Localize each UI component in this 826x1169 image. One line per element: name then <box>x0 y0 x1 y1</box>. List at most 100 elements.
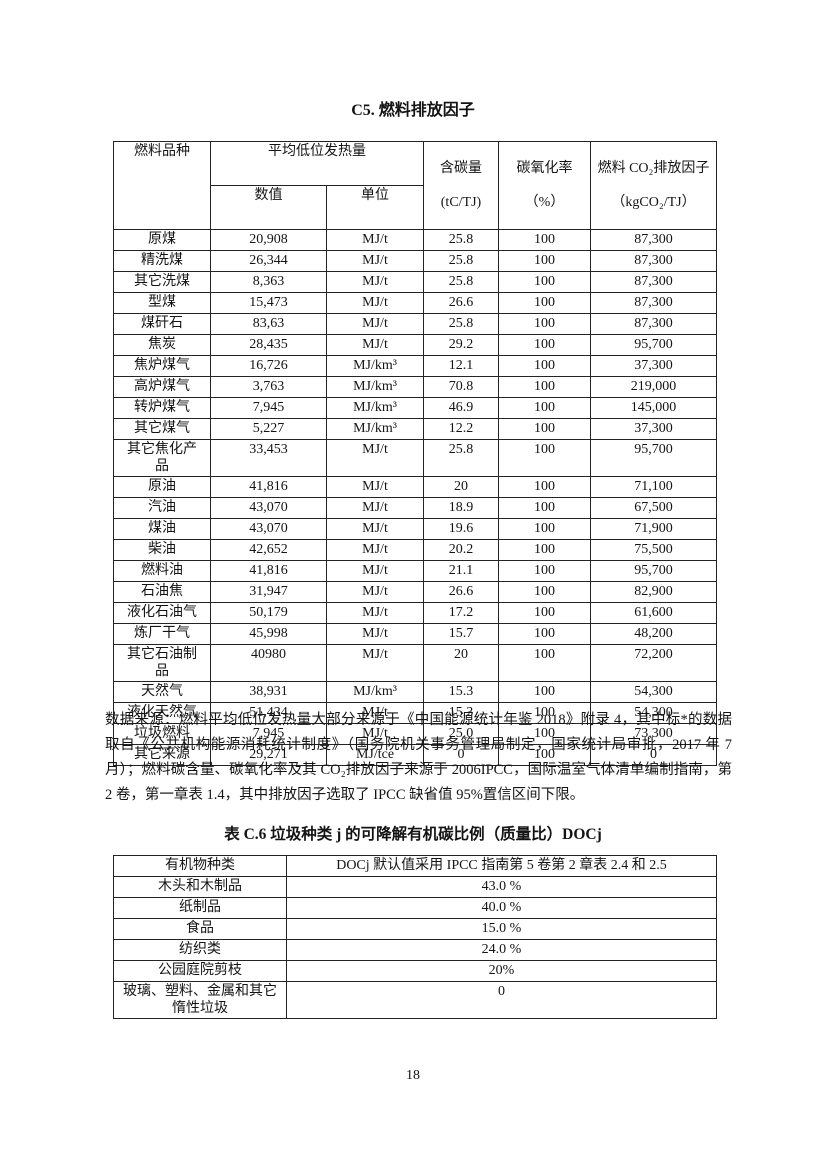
header-carbon-content-unit: (tC/TJ) <box>440 195 482 210</box>
waste-table-body: 木头和木制品 43.0 % 纸制品 40.0 % 食品 15.0 % 纺织类 24.0 % 公园… <box>113 876 717 1019</box>
table-row: 纸制品 40.0 % <box>113 897 717 919</box>
table-cell: 17.2 <box>423 602 499 624</box>
table-cell: 其它石油制 品 <box>113 644 211 682</box>
header-co2-factor-unit: （kgCO₂/TJ） <box>611 195 696 210</box>
table-cell: 100 <box>498 518 591 540</box>
table-cell: 20 <box>423 476 499 498</box>
table-cell: MJ/t <box>326 644 424 682</box>
table-cell: 公园庭院剪枝 <box>113 960 287 982</box>
table-cell: 25.8 <box>423 439 499 477</box>
table-cell: 15,473 <box>210 292 327 314</box>
header-co2-factor: 燃料 CO₂排放因子 （kgCO₂/TJ） <box>590 141 717 230</box>
fuel-table-header-row-2: 数值 单位 <box>114 185 717 230</box>
table-cell: 24.0 % <box>286 939 717 961</box>
table-cell: 100 <box>498 355 591 377</box>
table-cell: MJ/t <box>326 334 424 356</box>
fuel-table-body: 原煤 20,908 MJ/t 25.8 100 87,300 精洗煤 26,344 MJ/t 25… <box>113 229 717 766</box>
table-cell: 100 <box>498 581 591 603</box>
table-row: 原煤 20,908 MJ/t 25.8 100 87,300 <box>113 229 717 251</box>
table-cell: MJ/t <box>326 439 424 477</box>
table-cell: 87,300 <box>590 271 717 293</box>
page-title: C5. 燃料排放因子 <box>351 102 475 119</box>
table-row: 炼厂干气 45,998 MJ/t 15.7 100 48,200 <box>113 623 717 645</box>
table-cell: 其它来源 <box>113 744 211 766</box>
table-row: 焦炭 28,435 MJ/t 29.2 100 95,700 <box>113 334 717 356</box>
table-cell: 15.7 <box>423 623 499 645</box>
table-cell: 转炉煤气 <box>113 397 211 419</box>
table-cell: MJ/t <box>326 602 424 624</box>
table-cell: 汽油 <box>113 497 211 519</box>
table-cell: 纺织类 <box>113 939 287 961</box>
fuel-table-header-row-1: 燃料品种 平均低位发热量 含碳量 (tC/TJ) 碳氧化率 （%） 燃料 CO₂… <box>113 141 717 230</box>
table-cell: 95,700 <box>590 439 717 477</box>
table-cell: 100 <box>498 271 591 293</box>
table-cell: 100 <box>498 623 591 645</box>
header-organic-type: 有机物种类 <box>113 855 287 877</box>
table-cell: 67,500 <box>590 497 717 519</box>
table-cell: 29,271 <box>210 744 327 766</box>
table-cell: 煤矸石 <box>113 313 211 335</box>
table-cell: 43.0 % <box>286 876 717 898</box>
table-cell: 46.9 <box>423 397 499 419</box>
table-cell: 100 <box>498 229 591 251</box>
table-cell: 70.8 <box>423 376 499 398</box>
table-cell: 29.2 <box>423 334 499 356</box>
table-cell: 100 <box>498 376 591 398</box>
table-row: 石油焦 31,947 MJ/t 26.6 100 82,900 <box>113 581 717 603</box>
page-number: 18 <box>406 1068 420 1083</box>
header-oxidation-rate-label: 碳氧化率 <box>516 161 573 176</box>
table-cell: 原油 <box>113 476 211 498</box>
header-co2-factor-label: 燃料 CO₂排放因子 <box>597 161 710 176</box>
table-cell: 145,000 <box>590 397 717 419</box>
table-cell: 5,227 <box>210 418 327 440</box>
table-cell: MJ/t <box>326 292 424 314</box>
table-cell: 焦炭 <box>113 334 211 356</box>
table-cell: 100 <box>498 644 591 682</box>
table-cell: 31,947 <box>210 581 327 603</box>
table-row: 燃料油 41,816 MJ/t 21.1 100 95,700 <box>113 560 717 582</box>
table-cell: 95,700 <box>590 560 717 582</box>
table-row: 型煤 15,473 MJ/t 26.6 100 87,300 <box>113 292 717 314</box>
table-cell: MJ/tce <box>326 744 424 766</box>
table-cell: 43,070 <box>210 518 327 540</box>
table-cell: 25.8 <box>423 250 499 272</box>
table-row: 转炉煤气 7,945 MJ/km³ 46.9 100 145,000 <box>113 397 717 419</box>
table-row: 食品 15.0 % <box>113 918 717 940</box>
header-docj-default: DOCj 默认值采用 IPCC 指南第 5 卷第 2 章表 2.4 和 2.5 <box>286 855 717 877</box>
table-cell: 型煤 <box>113 292 211 314</box>
header-avg-heating-value: 平均低位发热量 <box>210 141 424 186</box>
table-cell: 16,726 <box>210 355 327 377</box>
waste-table-header-row: 有机物种类 DOCj 默认值采用 IPCC 指南第 5 卷第 2 章表 2.4 … <box>113 855 717 877</box>
table-cell: 26,344 <box>210 250 327 272</box>
table-cell: MJ/t <box>326 723 424 745</box>
table-row: 天然气 38,931 MJ/km³ 15.3 100 54,300 <box>113 681 717 703</box>
table-cell: 42,652 <box>210 539 327 561</box>
table-cell: 219,000 <box>590 376 717 398</box>
table-cell: 玻璃、塑料、金属和其它 惰性垃圾 <box>113 981 287 1019</box>
table-cell: 87,300 <box>590 292 717 314</box>
table-cell: 7,945 <box>210 397 327 419</box>
table-cell: 71,100 <box>590 476 717 498</box>
table-cell: 100 <box>498 334 591 356</box>
table-row: 液化天然气 51,434 MJ/t 15.3 100 54,300 <box>113 702 717 724</box>
waste-doc-table: 有机物种类 DOCj 默认值采用 IPCC 指南第 5 卷第 2 章表 2.4 … <box>113 855 717 1019</box>
data-source-note: 数据来源：燃料平均低位发热量大部分来源于《中国能源统计年鉴 2018》附录 4，… <box>105 712 732 803</box>
table-cell: MJ/t <box>326 560 424 582</box>
table-cell: 原煤 <box>113 229 211 251</box>
table-cell: 75,500 <box>590 539 717 561</box>
table-cell: 其它焦化产 品 <box>113 439 211 477</box>
table-cell: 41,816 <box>210 560 327 582</box>
table-cell: 100 <box>498 397 591 419</box>
table-cell: MJ/t <box>326 518 424 540</box>
table-cell: 12.1 <box>423 355 499 377</box>
table-cell: 12.2 <box>423 418 499 440</box>
table-row: 其它石油制 品 40980 MJ/t 20 100 72,200 <box>113 644 717 682</box>
table-cell: 87,300 <box>590 229 717 251</box>
table-cell: 26.6 <box>423 581 499 603</box>
table-cell: 26.6 <box>423 292 499 314</box>
table-row: 汽油 43,070 MJ/t 18.9 100 67,500 <box>113 497 717 519</box>
table-row: 高炉煤气 3,763 MJ/km³ 70.8 100 219,000 <box>113 376 717 398</box>
table-cell: 15.0 % <box>286 918 717 940</box>
table-cell: 61,600 <box>590 602 717 624</box>
